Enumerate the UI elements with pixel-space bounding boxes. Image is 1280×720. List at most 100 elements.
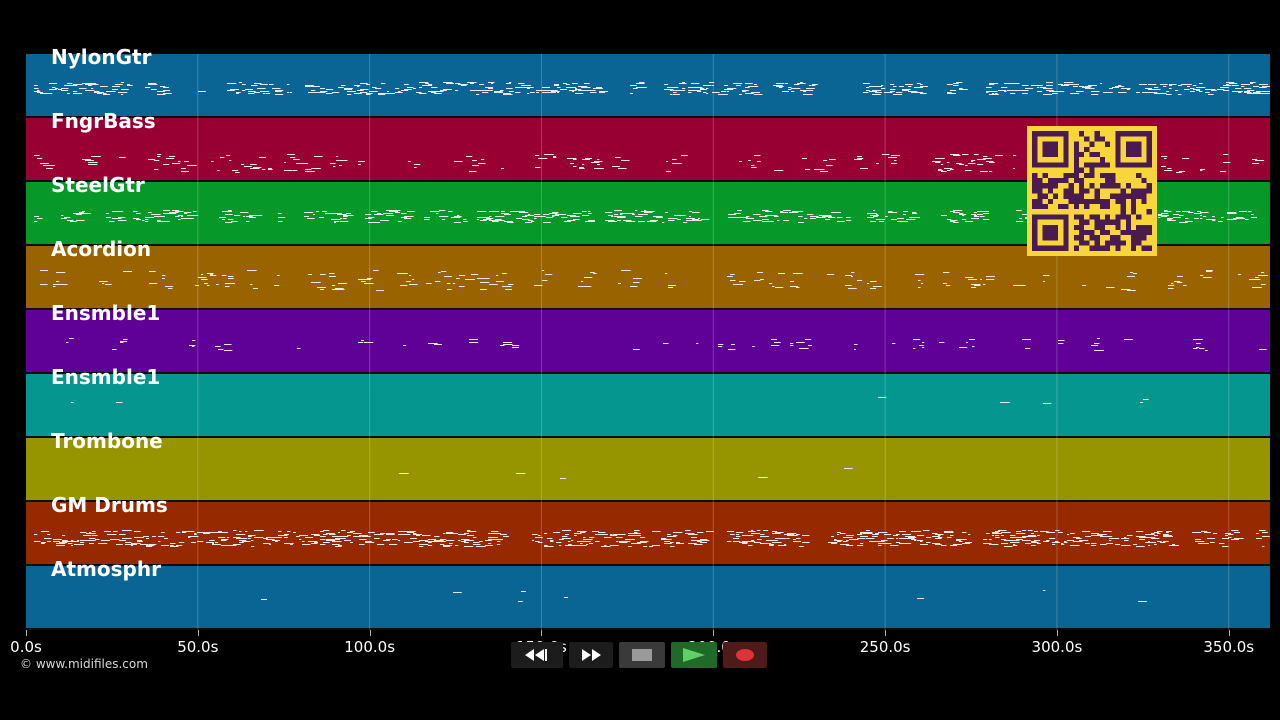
note xyxy=(424,217,430,218)
note xyxy=(398,221,402,222)
note xyxy=(419,544,429,545)
note xyxy=(631,535,641,536)
track-row[interactable]: Acordion xyxy=(26,237,1270,310)
note xyxy=(656,217,663,218)
track-name: NylonGtr xyxy=(51,45,152,69)
note xyxy=(1037,87,1040,88)
rewind-button[interactable] xyxy=(511,642,563,668)
note xyxy=(899,92,903,93)
note xyxy=(598,532,606,533)
note xyxy=(1183,285,1187,286)
note xyxy=(275,94,284,95)
note xyxy=(1016,285,1026,286)
note xyxy=(1200,170,1203,171)
note xyxy=(236,534,245,535)
note xyxy=(983,156,988,157)
note xyxy=(293,532,296,533)
note xyxy=(1022,85,1029,86)
note xyxy=(184,161,189,162)
note xyxy=(522,219,530,220)
note xyxy=(946,285,951,286)
note xyxy=(424,219,430,220)
note xyxy=(1262,91,1270,92)
note xyxy=(1256,91,1262,92)
note xyxy=(774,342,781,343)
note xyxy=(443,546,450,547)
track-notes xyxy=(66,338,1267,351)
qr-code[interactable] xyxy=(1027,126,1157,256)
note xyxy=(37,158,43,159)
note xyxy=(980,279,982,280)
note xyxy=(644,210,647,211)
note xyxy=(443,89,452,90)
note xyxy=(219,217,227,218)
note xyxy=(724,89,734,90)
note xyxy=(528,220,533,221)
play-button[interactable] xyxy=(671,642,717,668)
axis-tick xyxy=(197,630,199,636)
track-row[interactable]: Atmosphr xyxy=(26,557,1270,630)
note xyxy=(628,546,632,547)
fast-forward-button[interactable] xyxy=(569,642,613,668)
note xyxy=(1196,343,1201,344)
stop-button[interactable] xyxy=(619,642,665,668)
record-button[interactable] xyxy=(723,642,767,668)
track-row[interactable]: GM Drums xyxy=(26,493,1270,566)
note xyxy=(531,221,535,222)
note xyxy=(41,543,45,544)
note xyxy=(1171,283,1174,284)
note xyxy=(1010,535,1016,536)
note xyxy=(121,94,124,95)
note xyxy=(233,544,241,545)
note xyxy=(212,532,221,533)
note xyxy=(154,169,159,170)
note xyxy=(73,84,83,85)
note xyxy=(560,89,567,90)
note xyxy=(1097,338,1100,339)
transport-controls xyxy=(511,642,767,668)
note xyxy=(672,159,677,160)
note xyxy=(775,542,781,543)
note xyxy=(932,533,938,534)
note xyxy=(1061,84,1064,85)
note xyxy=(635,210,638,211)
note xyxy=(88,162,98,163)
track-row[interactable]: Ensmble1 xyxy=(26,365,1270,438)
axis-tick xyxy=(1228,630,1230,636)
note xyxy=(377,544,382,545)
note xyxy=(580,532,586,533)
note xyxy=(534,216,542,217)
note xyxy=(1013,155,1017,156)
note xyxy=(331,219,341,220)
note xyxy=(137,540,143,541)
note xyxy=(449,543,453,544)
note xyxy=(224,350,233,351)
note xyxy=(635,216,643,217)
note xyxy=(754,84,757,85)
note xyxy=(1244,88,1252,89)
note xyxy=(542,87,550,88)
note xyxy=(668,218,678,219)
track-row[interactable]: NylonGtr xyxy=(26,45,1270,118)
note xyxy=(597,164,601,165)
note xyxy=(860,168,868,169)
note xyxy=(1082,87,1089,88)
note xyxy=(504,221,513,222)
note xyxy=(947,531,954,532)
note xyxy=(1262,546,1265,547)
note xyxy=(903,211,909,212)
note xyxy=(431,87,438,88)
note xyxy=(943,272,950,273)
track-row[interactable]: Ensmble1 xyxy=(26,301,1270,374)
note xyxy=(1124,540,1129,541)
note xyxy=(47,534,51,535)
note xyxy=(1025,348,1031,349)
note xyxy=(1003,402,1010,403)
track-row[interactable]: Trombone xyxy=(26,429,1270,502)
note xyxy=(615,157,621,158)
note xyxy=(771,339,777,340)
note xyxy=(338,87,344,88)
note xyxy=(542,270,545,271)
note xyxy=(555,213,558,214)
note xyxy=(477,211,487,212)
